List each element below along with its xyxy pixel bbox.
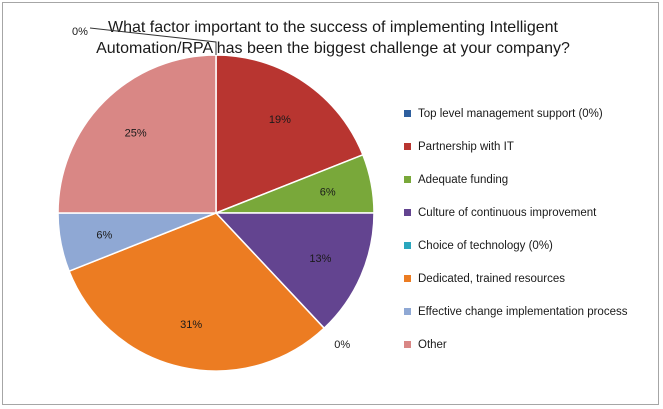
slice-label-7: 25% (125, 128, 147, 140)
pie-slice-7 (57, 54, 217, 214)
legend-swatch (404, 341, 411, 348)
pie-slice-5 (68, 212, 326, 372)
legend-swatch (404, 275, 411, 282)
legend-label: Other (418, 339, 447, 351)
pie-slice-1 (215, 54, 364, 215)
legend-swatch (404, 110, 411, 117)
legend-label: Choice of technology (0%) (418, 240, 553, 252)
legend-swatch (404, 209, 411, 216)
legend-label: Dedicated, trained resources (418, 273, 566, 285)
legend-label: Adequate funding (418, 174, 509, 186)
slice-label-4: 0% (334, 339, 350, 351)
chart-title: What factor important to the success of … (63, 17, 603, 59)
slice-label-1: 19% (269, 114, 291, 126)
slice-label-6: 6% (96, 229, 112, 241)
legend-swatch (404, 143, 411, 150)
legend-label: Top level management support (0%) (418, 108, 603, 120)
slice-label-3: 13% (309, 253, 331, 265)
chart-title-line-2: Automation/RPA has been the biggest chal… (96, 40, 570, 57)
slice-label-2: 6% (320, 187, 336, 199)
leader-line (89, 27, 217, 55)
slice-label-5: 31% (180, 319, 202, 331)
slice-label-0: 0% (72, 26, 88, 38)
pie-slice-3 (214, 212, 375, 330)
legend-swatch (404, 242, 411, 249)
legend-label: Partnership with IT (418, 141, 514, 153)
chart-title-line-1: What factor important to the success of … (108, 19, 558, 36)
legend-label: Culture of continuous improvement (418, 207, 597, 219)
legend-swatch (404, 308, 411, 315)
legend-label: Effective change implementation process (418, 306, 628, 318)
legend-swatch (404, 176, 411, 183)
